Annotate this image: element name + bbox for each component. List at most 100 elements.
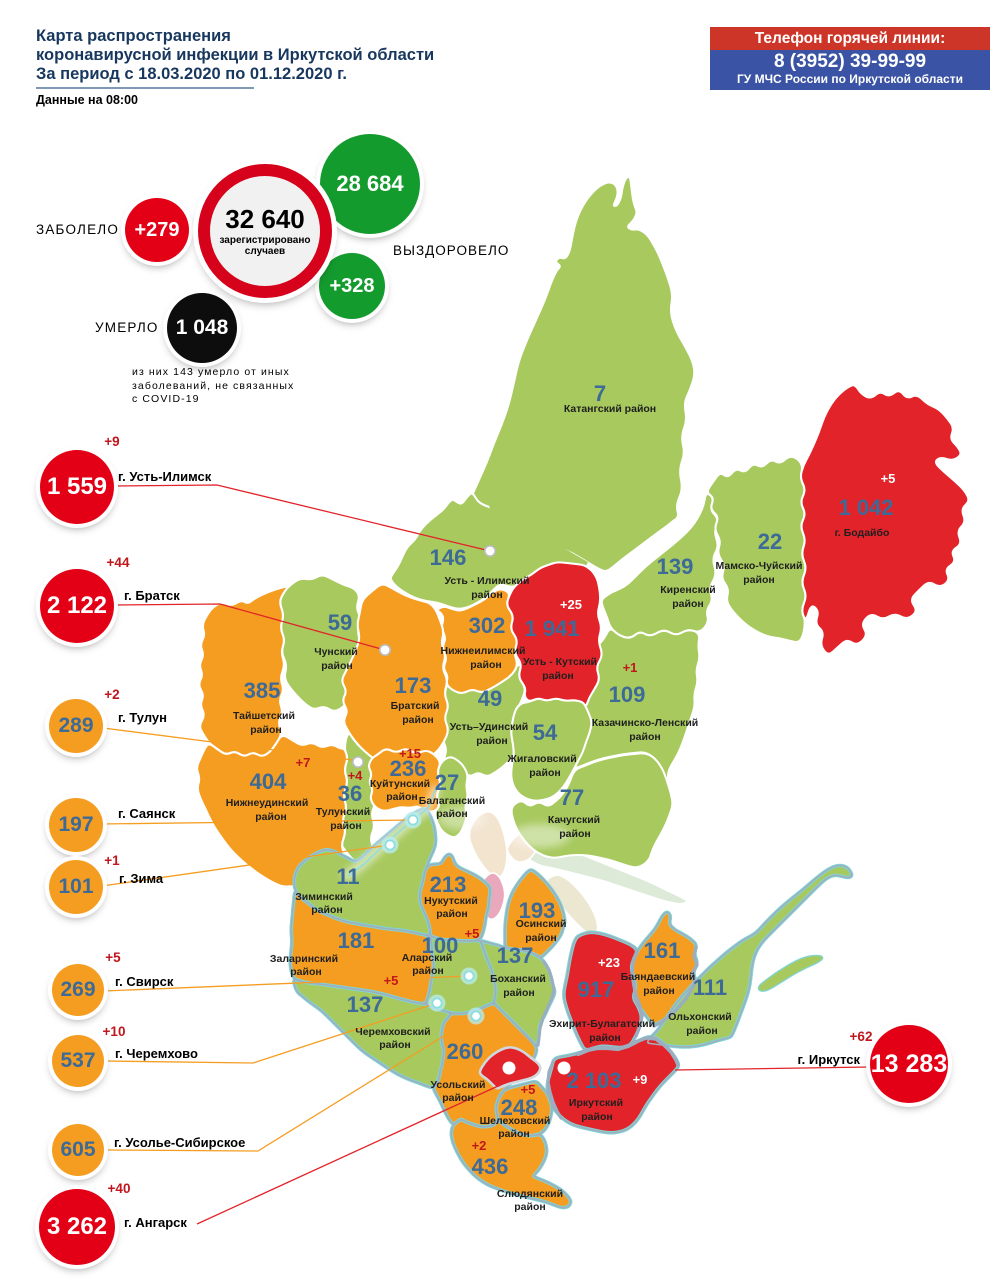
svg-text:2 103: 2 103 bbox=[566, 1068, 621, 1093]
svg-text:+5: +5 bbox=[465, 926, 480, 941]
svg-text:район: район bbox=[743, 574, 774, 586]
svg-text:район: район bbox=[686, 1025, 717, 1037]
svg-text:район: район bbox=[498, 1128, 529, 1140]
svg-text:район: район bbox=[471, 589, 502, 601]
svg-text:302: 302 bbox=[469, 613, 506, 638]
svg-text:59: 59 bbox=[328, 610, 352, 635]
svg-text:Заларинский: Заларинский bbox=[270, 953, 338, 965]
svg-text:100: 100 bbox=[422, 933, 459, 958]
svg-text:111: 111 bbox=[693, 975, 727, 1000]
svg-text:Нижнеилимский: Нижнеилимский bbox=[441, 645, 526, 657]
svg-text:+1: +1 bbox=[623, 660, 638, 675]
svg-text:Тулунский: Тулунский bbox=[316, 806, 370, 818]
svg-text:+9: +9 bbox=[633, 1072, 648, 1087]
svg-text:Осинский: Осинский bbox=[516, 918, 567, 930]
svg-text:Баяндаевский: Баяндаевский bbox=[621, 971, 695, 983]
svg-text:район: район bbox=[379, 1039, 410, 1051]
svg-text:Усть - Илимский: Усть - Илимский bbox=[445, 575, 530, 587]
svg-text:+25: +25 bbox=[560, 597, 582, 612]
svg-text:385: 385 bbox=[244, 678, 281, 703]
svg-text:район: район bbox=[503, 987, 534, 999]
svg-text:район: район bbox=[250, 724, 281, 736]
svg-text:Шелеховский: Шелеховский bbox=[480, 1115, 551, 1127]
svg-text:+15: +15 bbox=[399, 746, 421, 761]
svg-text:193: 193 bbox=[519, 898, 556, 923]
svg-text:1 941: 1 941 bbox=[524, 616, 579, 641]
svg-text:54: 54 bbox=[533, 720, 558, 745]
svg-text:Эхирит-Булагатский: Эхирит-Булагатский bbox=[549, 1018, 655, 1030]
svg-text:Усольский: Усольский bbox=[431, 1079, 486, 1091]
svg-text:Братский: Братский bbox=[391, 700, 440, 712]
svg-text:Усть - Кутский: Усть - Кутский bbox=[523, 656, 597, 668]
svg-text:Жигаловский: Жигаловский bbox=[506, 753, 576, 765]
svg-text:49: 49 bbox=[478, 686, 502, 711]
svg-text:Нижнеудинский: Нижнеудинский bbox=[226, 797, 309, 809]
svg-text:Катангский район: Катангский район bbox=[564, 403, 656, 415]
svg-text:район: район bbox=[589, 1032, 620, 1044]
svg-text:181: 181 bbox=[338, 928, 375, 953]
svg-text:район: район bbox=[559, 828, 590, 840]
svg-text:район: район bbox=[476, 735, 507, 747]
svg-text:404: 404 bbox=[250, 769, 287, 794]
svg-text:213: 213 bbox=[430, 872, 467, 897]
svg-text:260: 260 bbox=[447, 1039, 484, 1064]
svg-text:917: 917 bbox=[578, 977, 615, 1002]
svg-text:район: район bbox=[255, 811, 286, 823]
svg-text:район: район bbox=[529, 767, 560, 779]
svg-text:район: район bbox=[402, 714, 433, 726]
svg-text:район: район bbox=[330, 820, 361, 832]
svg-text:район: район bbox=[542, 670, 573, 682]
svg-text:Балаганский: Балаганский bbox=[419, 795, 485, 807]
svg-text:137: 137 bbox=[497, 943, 534, 968]
svg-text:Чунский: Чунский bbox=[314, 646, 358, 658]
svg-text:11: 11 bbox=[336, 864, 359, 889]
svg-text:район: район bbox=[290, 966, 321, 978]
svg-text:+5: +5 bbox=[881, 471, 896, 486]
svg-text:Мамско-Чуйский: Мамско-Чуйский bbox=[716, 560, 803, 572]
svg-text:Боханский: Боханский bbox=[490, 973, 546, 985]
svg-text:район: район bbox=[436, 908, 467, 920]
svg-text:район: район bbox=[672, 598, 703, 610]
svg-text:район: район bbox=[643, 985, 674, 997]
svg-text:Казачинско-Ленский: Казачинско-Ленский bbox=[592, 717, 698, 729]
svg-text:район: район bbox=[321, 660, 352, 672]
svg-text:Тайшетский: Тайшетский bbox=[233, 710, 295, 722]
svg-text:Куйтунский: Куйтунский bbox=[370, 778, 430, 790]
svg-text:район: район bbox=[442, 1092, 473, 1104]
svg-text:7: 7 bbox=[594, 381, 606, 406]
svg-text:+5: +5 bbox=[521, 1082, 536, 1097]
svg-text:109: 109 bbox=[609, 682, 646, 707]
svg-text:139: 139 bbox=[657, 554, 694, 579]
svg-text:36: 36 bbox=[338, 781, 362, 806]
svg-text:146: 146 bbox=[430, 545, 467, 570]
svg-text:Усть–Удинский: Усть–Удинский bbox=[450, 721, 528, 733]
svg-text:27: 27 bbox=[435, 770, 459, 795]
svg-text:г. Бодайбо: г. Бодайбо bbox=[835, 527, 890, 539]
svg-text:Черемховский: Черемховский bbox=[355, 1026, 430, 1038]
svg-text:Нукутский: Нукутский bbox=[424, 895, 478, 907]
svg-text:22: 22 bbox=[758, 529, 782, 554]
svg-text:район: район bbox=[470, 659, 501, 671]
svg-text:Слюдянский: Слюдянский bbox=[497, 1188, 563, 1200]
svg-text:Киренский: Киренский bbox=[660, 584, 715, 596]
svg-text:+7: +7 bbox=[296, 755, 311, 770]
svg-text:248: 248 bbox=[501, 1095, 538, 1120]
svg-text:+4: +4 bbox=[348, 768, 364, 783]
svg-text:район: район bbox=[311, 904, 342, 916]
svg-text:Иркутский: Иркутский bbox=[569, 1097, 623, 1109]
svg-text:137: 137 bbox=[347, 992, 384, 1017]
svg-text:Ольхонский: Ольхонский bbox=[668, 1011, 732, 1023]
svg-text:+5: +5 bbox=[384, 973, 399, 988]
svg-text:1 042: 1 042 bbox=[838, 495, 893, 520]
svg-text:236: 236 bbox=[390, 756, 427, 781]
svg-text:161: 161 bbox=[644, 938, 681, 963]
svg-text:+23: +23 bbox=[598, 955, 620, 970]
svg-text:район: район bbox=[514, 1201, 545, 1213]
svg-text:77: 77 bbox=[560, 785, 584, 810]
svg-text:район: район bbox=[436, 808, 467, 820]
svg-text:Аларский: Аларский bbox=[402, 952, 453, 964]
svg-text:район: район bbox=[581, 1111, 612, 1123]
svg-text:Зиминский: Зиминский bbox=[295, 891, 353, 903]
svg-text:район: район bbox=[386, 791, 417, 803]
svg-text:Качугский: Качугский bbox=[548, 814, 600, 826]
